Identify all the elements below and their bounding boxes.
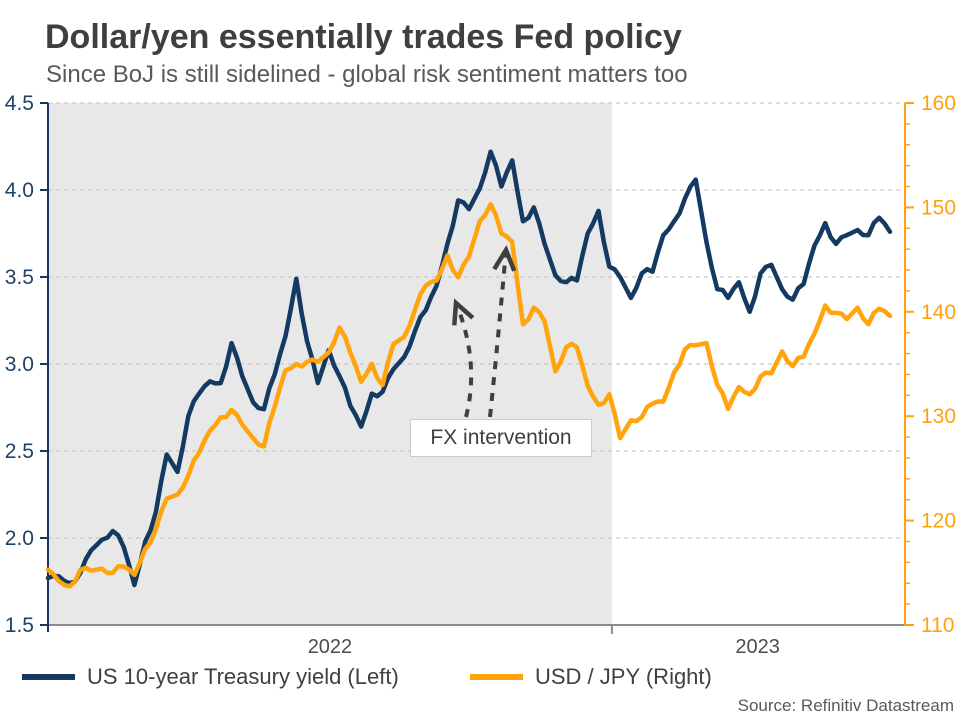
x-axis-label: 2022	[308, 636, 353, 658]
right-axis-tick-label: 150	[921, 196, 956, 219]
right-axis-tick-label: 120	[921, 510, 956, 533]
left-axis-tick-label: 3.5	[5, 266, 34, 289]
fx-intervention-annotation: FX intervention	[410, 419, 592, 457]
chart-legend: US 10-year Treasury yield (Left) USD / J…	[0, 664, 960, 694]
legend-label-usdjpy: USD / JPY (Right)	[535, 664, 712, 689]
legend-item-usdjpy: USD / JPY (Right)	[470, 664, 712, 690]
left-axis-tick-label: 2.5	[5, 440, 34, 463]
left-axis-tick-label: 4.5	[5, 92, 34, 115]
source-credit: Source: Refinitiv Datastream	[737, 696, 954, 715]
usdjpy-line	[45, 202, 893, 589]
chart-title: Dollar/yen essentially trades Fed policy	[45, 18, 682, 56]
legend-label-treasury: US 10-year Treasury yield (Left)	[87, 664, 399, 689]
annotation-arrowhead	[492, 244, 517, 272]
legend-item-treasury: US 10-year Treasury yield (Left)	[22, 664, 399, 690]
usdjpy-line-swatch	[470, 674, 523, 680]
annotation-arrow-shaft	[454, 302, 474, 418]
right-axis-tick-label: 160	[921, 92, 956, 115]
left-axis-tick-label: 3.0	[5, 353, 34, 376]
treasury-line-swatch	[22, 674, 75, 680]
left-axis-tick-label: 1.5	[5, 614, 34, 637]
annotation-arrow-shaft	[488, 249, 508, 418]
right-axis-tick-label: 130	[921, 405, 956, 428]
annotation-arrowhead	[452, 298, 475, 326]
left-axis-tick-label: 4.0	[5, 179, 34, 202]
treasury-yield-line	[45, 149, 893, 588]
right-axis-tick-label: 140	[921, 301, 956, 324]
right-axis-tick-label: 110	[921, 614, 954, 637]
left-axis-tick-label: 2.0	[5, 527, 34, 550]
chart-subtitle: Since BoJ is still sidelined - global ri…	[46, 61, 688, 88]
x-axis-label: 2023	[735, 636, 780, 658]
